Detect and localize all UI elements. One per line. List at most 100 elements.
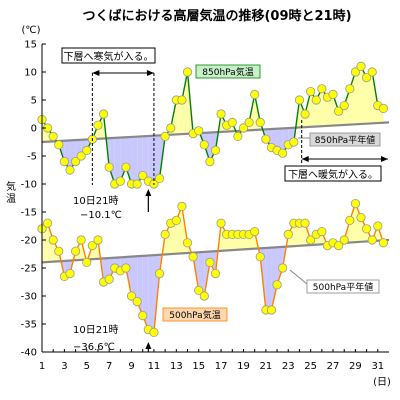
data-point: [350, 199, 361, 209]
data-point: [227, 117, 237, 128]
leader-line: [289, 269, 308, 285]
data-point: [104, 162, 114, 172]
data-point: [76, 151, 86, 161]
warm-arrow-left: [301, 156, 309, 162]
data-point: [339, 235, 349, 245]
data-point: [121, 263, 131, 273]
y-tick-label: -40: [21, 348, 37, 359]
series-label-850-box: [195, 64, 261, 79]
data-point: [188, 252, 198, 262]
warm-arrow-right: [381, 156, 388, 162]
min500-annotation-date: 10日21時: [73, 324, 118, 336]
data-point: [194, 285, 204, 295]
y-tick-label: -20: [21, 236, 37, 247]
data-point: [345, 215, 355, 225]
data-point: [54, 246, 64, 256]
data-point: [356, 213, 366, 223]
x-tick-label: 19: [237, 361, 250, 372]
normal-label-500: 500hPa平年値: [313, 281, 373, 293]
data-point: [177, 201, 187, 211]
anomaly-fill: [131, 256, 138, 302]
data-point: [154, 268, 165, 279]
data-point: [149, 327, 159, 337]
data-point: [334, 106, 344, 116]
y-tick-label: 15: [24, 40, 37, 51]
data-point: [317, 227, 327, 237]
x-tick-label: 9: [128, 361, 134, 372]
data-point: [278, 148, 288, 158]
series-label-500: 500hPa気温: [169, 309, 220, 321]
data-point: [76, 235, 86, 245]
data-point: [59, 157, 69, 167]
y-tick-label: -35: [21, 320, 37, 331]
data-point: [199, 140, 209, 150]
anomaly-fill: [176, 100, 182, 135]
data-point: [210, 145, 221, 155]
data-point: [48, 235, 58, 245]
anomaly-fill: [366, 72, 373, 124]
data-point: [306, 235, 316, 245]
data-point: [65, 165, 75, 175]
anomaly-fill: [299, 223, 306, 246]
warm-annotation-text: 下層へ暖気が入る。: [288, 168, 378, 181]
data-point: [54, 140, 64, 150]
min850-arrow-head: [145, 189, 152, 196]
data-point: [70, 157, 81, 167]
data-point: [199, 291, 209, 301]
data-point: [210, 268, 221, 279]
x-tick-label: 31: [371, 361, 384, 372]
x-tick-label: 27: [327, 361, 340, 372]
data-point: [177, 95, 187, 105]
anomaly-fill: [282, 128, 289, 154]
data-point: [362, 224, 372, 234]
y-axis-label-char: 気: [6, 180, 16, 193]
cold-arrow-left: [92, 70, 100, 76]
y-tick-label: -10: [21, 180, 37, 191]
cold-annotation-box: [61, 47, 156, 64]
anomaly-fill: [137, 255, 143, 316]
x-tick-label: 13: [170, 361, 183, 372]
data-point: [373, 221, 383, 231]
anomaly-fill: [148, 135, 154, 184]
normal-label-500-box: [306, 279, 380, 294]
anomaly-fill: [293, 223, 300, 247]
data-point: [166, 123, 176, 133]
anomaly-fill: [142, 135, 149, 182]
anomaly-fill: [372, 72, 378, 124]
data-point: [300, 218, 310, 228]
y-tick-label: -5: [27, 152, 37, 163]
min500-arrow-head: [145, 342, 152, 349]
data-point: [65, 268, 75, 279]
y-tick-label: 5: [31, 96, 37, 107]
cold-annotation-text: 下層へ寒気が入る。: [64, 50, 154, 63]
min850-annotation-date: 10日21時: [73, 195, 118, 207]
data-point: [104, 274, 114, 284]
anomaly-fill: [355, 66, 362, 125]
chart-title: つくばにおける高層気温の推移(09時と21時): [82, 8, 351, 24]
anomaly-fill: [355, 203, 362, 243]
anomaly-fill: [148, 255, 154, 333]
data-point: [334, 241, 344, 251]
data-point: [216, 109, 226, 119]
data-point: [70, 246, 81, 256]
min850-annotation-value: −10.1℃: [80, 210, 122, 221]
data-point: [250, 89, 260, 100]
data-point: [378, 103, 389, 114]
data-point: [261, 134, 271, 144]
data-point: [132, 296, 142, 307]
data-point: [115, 176, 125, 186]
x-tick-label: 11: [148, 361, 161, 372]
data-point: [311, 95, 321, 105]
anomaly-fill: [198, 251, 205, 296]
y-tick-label: 10: [24, 68, 37, 79]
data-point: [328, 89, 338, 100]
data-point: [138, 310, 148, 321]
normal-label-850-box: [309, 132, 381, 147]
data-point: [138, 171, 148, 181]
anomaly-fill: [170, 220, 177, 255]
data-point: [121, 162, 131, 172]
data-point: [182, 238, 193, 248]
anomaly-fill: [125, 136, 132, 184]
data-point: [306, 87, 316, 97]
